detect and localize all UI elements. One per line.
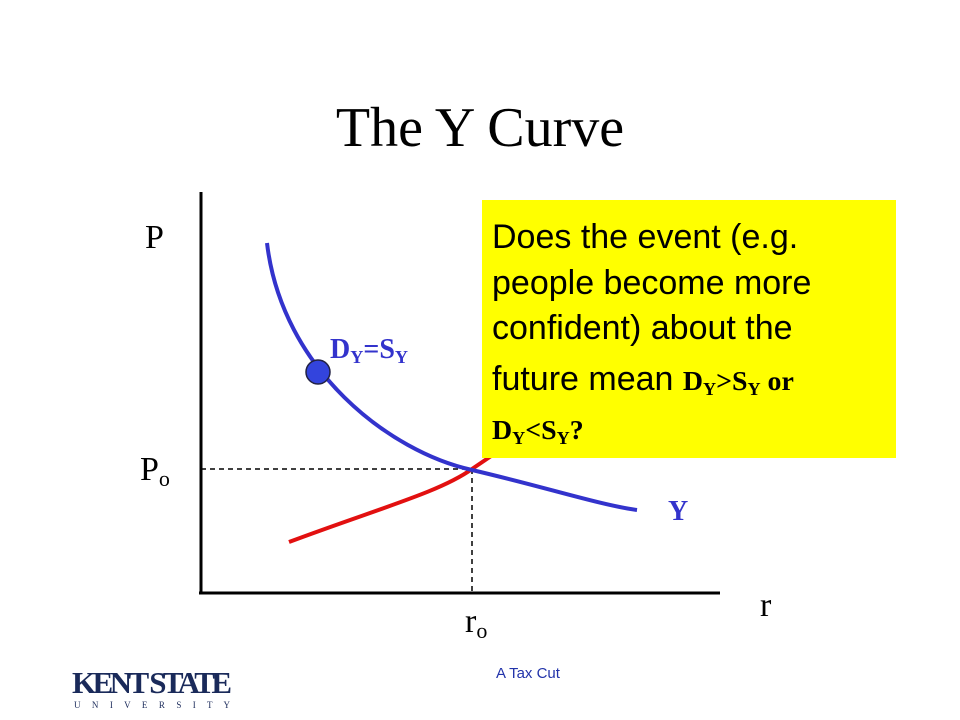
text-part: P [140,451,159,488]
text-part: people become more [492,264,811,302]
text-part: >S [716,366,747,397]
logo-sub: U N I V E R S I T Y [74,700,230,710]
text-part: D [683,366,703,397]
subscript: Y [748,379,761,399]
callout-line: people become more [492,264,811,302]
subscript: Y [512,428,525,448]
footer: A Tax Cut [496,665,561,682]
rate-label: ro​ [465,603,487,643]
x-axis-label: r [760,587,772,624]
callout-box [482,200,896,458]
callout-line: future mean DY​>SY​ or [492,360,794,399]
curve-label: Y [668,496,688,527]
text-part: future mean [492,360,683,398]
equilibrium-condition: DY​=SY​ [330,334,408,367]
text-part: D [330,334,350,365]
y-curve [265,242,638,512]
dynamic: Po​ ro​ DY​=SY​ Does the event (e.g. people … [140,218,811,643]
text-part: <S [525,415,556,446]
text-part: D [492,415,512,446]
logo-name: KENT STATE [72,665,232,700]
callout-line: confident) about the [492,309,793,347]
callout-line: DY​<SY​? [492,415,584,448]
text-part: confident) about the [492,309,793,347]
text-part: or [761,366,794,397]
subscript: o [159,466,170,491]
text-part: Does the event (e.g. [492,218,798,256]
subscript: o [476,618,487,643]
point [305,359,331,385]
subscript: Y [350,347,363,367]
slide-title: The Y Curve [336,97,624,159]
supply-curve [288,448,502,544]
subscript: Y [557,428,570,448]
text-part: ? [570,415,584,446]
subscript: Y [395,347,408,367]
price-label: Po​ [140,451,170,491]
y-axis-label: P [145,219,164,256]
text-part: =S [363,334,395,365]
callout-line: Does the event (e.g. [492,218,798,256]
subscript: Y [703,379,716,399]
text-part: r [465,603,477,640]
